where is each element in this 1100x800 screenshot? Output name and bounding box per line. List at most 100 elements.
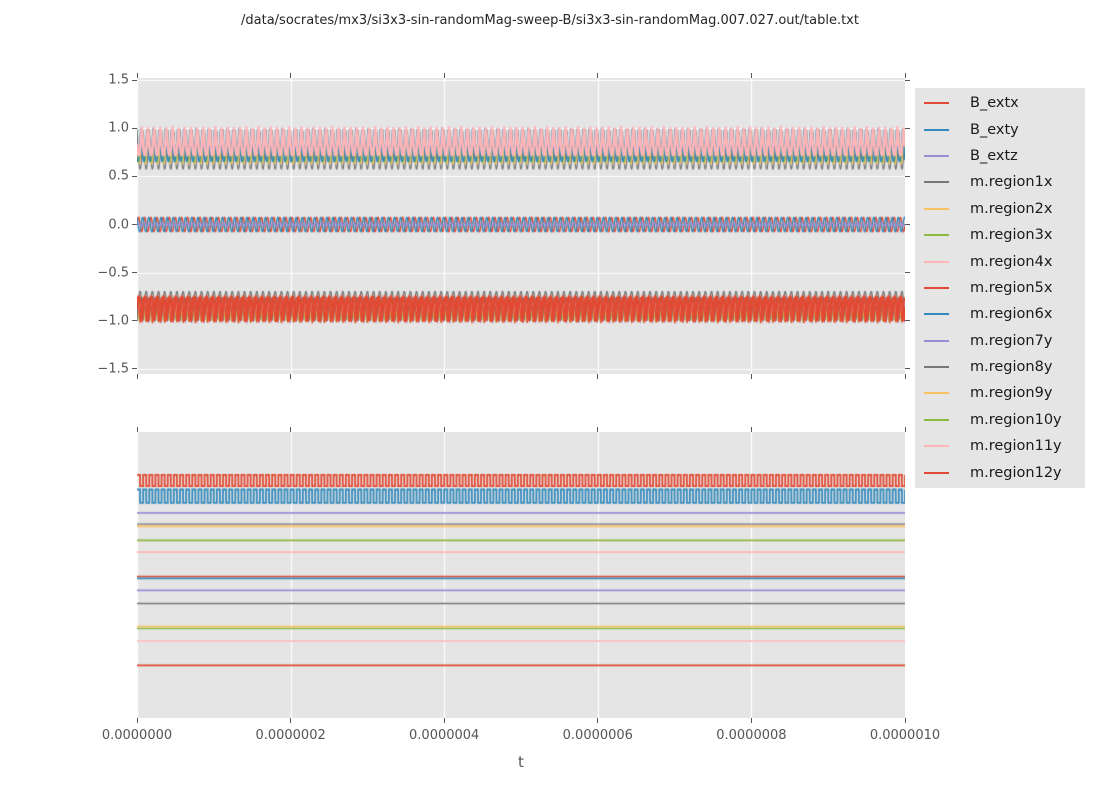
y-tick-label: −1.0 xyxy=(97,313,129,329)
tick-mark xyxy=(132,175,137,177)
x-tick-label: 0.0000006 xyxy=(562,728,633,743)
legend-item-label: m.region10y xyxy=(970,411,1062,428)
x-axis-label: t xyxy=(518,753,524,771)
tick-mark xyxy=(904,718,906,723)
legend-item-label: m.region7y xyxy=(970,332,1053,349)
tick-mark xyxy=(905,368,910,370)
tick-mark xyxy=(132,368,137,370)
legend-item-label: m.region3x xyxy=(970,227,1053,244)
y-tick-label: −0.5 xyxy=(97,265,129,281)
legend-item-label: m.region4x xyxy=(970,253,1053,270)
legend-line-swatch xyxy=(924,128,949,131)
legend-item: m.region7y xyxy=(915,328,1085,353)
legend-line-swatch xyxy=(924,392,949,395)
legend-item: m.region11y xyxy=(915,434,1085,459)
y-tick-label: −1.5 xyxy=(97,361,129,377)
legend-item-label: m.region5x xyxy=(970,279,1053,296)
tick-mark xyxy=(750,718,752,723)
legend-item: m.region12y xyxy=(915,460,1085,485)
legend-item-label: B_extx xyxy=(970,95,1019,112)
tick-mark xyxy=(905,175,910,177)
legend-item: m.region5x xyxy=(915,275,1085,300)
tick-mark xyxy=(904,427,906,432)
tick-mark xyxy=(904,374,906,379)
legend-item: m.region3x xyxy=(915,223,1085,248)
legend-line-swatch xyxy=(924,207,949,210)
y-tick-label: 1.5 xyxy=(108,72,129,88)
legend-item-label: B_exty xyxy=(970,121,1019,138)
x-tick-label: 0.0000004 xyxy=(409,728,480,743)
tick-mark xyxy=(290,718,292,723)
y-tick-label: 1.0 xyxy=(108,120,129,136)
figure-title: /data/socrates/mx3/si3x3-sin-randomMag-s… xyxy=(241,13,859,28)
tick-mark xyxy=(904,73,906,78)
x-tick-label: 0.0000002 xyxy=(255,728,326,743)
legend-line-swatch xyxy=(924,102,949,105)
tick-mark xyxy=(290,374,292,379)
legend-line-swatch xyxy=(924,260,949,263)
tick-mark xyxy=(136,374,138,379)
legend-item-label: m.region8y xyxy=(970,359,1053,376)
tick-mark xyxy=(443,73,445,78)
legend-item: m.region4x xyxy=(915,249,1085,274)
tick-mark xyxy=(443,718,445,723)
top-axes-plot-area xyxy=(137,78,905,374)
legend-item: B_extz xyxy=(915,143,1085,168)
legend-line-swatch xyxy=(924,313,949,316)
legend-item: m.region9y xyxy=(915,381,1085,406)
tick-mark xyxy=(750,427,752,432)
tick-mark xyxy=(905,79,910,81)
x-tick-label: 0.0000000 xyxy=(101,728,173,743)
legend-line-swatch xyxy=(924,471,949,474)
legend-line-swatch xyxy=(924,445,949,448)
tick-mark xyxy=(443,374,445,379)
legend-item: m.region8y xyxy=(915,355,1085,380)
tick-mark xyxy=(132,272,137,274)
tick-mark xyxy=(443,427,445,432)
legend-item-label: m.region2x xyxy=(970,200,1053,217)
x-tick-label: 0.0000010 xyxy=(869,728,941,743)
tick-mark xyxy=(136,73,138,78)
legend-line-swatch xyxy=(924,286,949,289)
legend-line-swatch xyxy=(924,154,949,157)
legend-item-label: m.region1x xyxy=(970,174,1053,191)
y-tick-label: 0.0 xyxy=(108,217,129,232)
tick-mark xyxy=(132,320,137,322)
legend-item: B_extx xyxy=(915,91,1085,116)
tick-mark xyxy=(132,79,137,81)
legend-item-label: B_extz xyxy=(970,147,1018,164)
tick-mark xyxy=(597,374,599,379)
tick-mark xyxy=(905,224,910,225)
legend-item: m.region10y xyxy=(915,407,1085,432)
legend-line-swatch xyxy=(924,234,949,237)
tick-mark xyxy=(750,374,752,379)
tick-mark xyxy=(290,73,292,78)
legend-item-label: m.region6x xyxy=(970,306,1053,323)
legend-item: m.region6x xyxy=(915,302,1085,327)
legend-item: m.region2x xyxy=(915,196,1085,221)
legend-line-swatch xyxy=(924,366,949,369)
tick-mark xyxy=(132,224,137,225)
bottom-axes-plot-area xyxy=(137,432,905,718)
legend-item-label: m.region11y xyxy=(970,438,1062,455)
legend-item-label: m.region12y xyxy=(970,464,1062,481)
tick-mark xyxy=(905,320,910,322)
legend: B_extx B_exty B_extz m.region1x m.region2x m.… xyxy=(915,88,1085,488)
tick-mark xyxy=(136,427,138,432)
tick-mark xyxy=(136,718,138,723)
legend-item-label: m.region9y xyxy=(970,385,1053,402)
legend-item: m.region1x xyxy=(915,170,1085,195)
tick-mark xyxy=(750,73,752,78)
tick-mark xyxy=(905,272,910,274)
tick-mark xyxy=(290,427,292,432)
legend-line-swatch xyxy=(924,339,949,342)
y-tick-label: 0.5 xyxy=(108,168,129,184)
x-tick-label: 0.0000008 xyxy=(716,728,787,743)
tick-mark xyxy=(597,427,599,432)
tick-mark xyxy=(597,718,599,723)
legend-line-swatch xyxy=(924,181,949,184)
tick-mark xyxy=(905,127,910,129)
tick-mark xyxy=(132,127,137,129)
legend-line-swatch xyxy=(924,418,949,421)
